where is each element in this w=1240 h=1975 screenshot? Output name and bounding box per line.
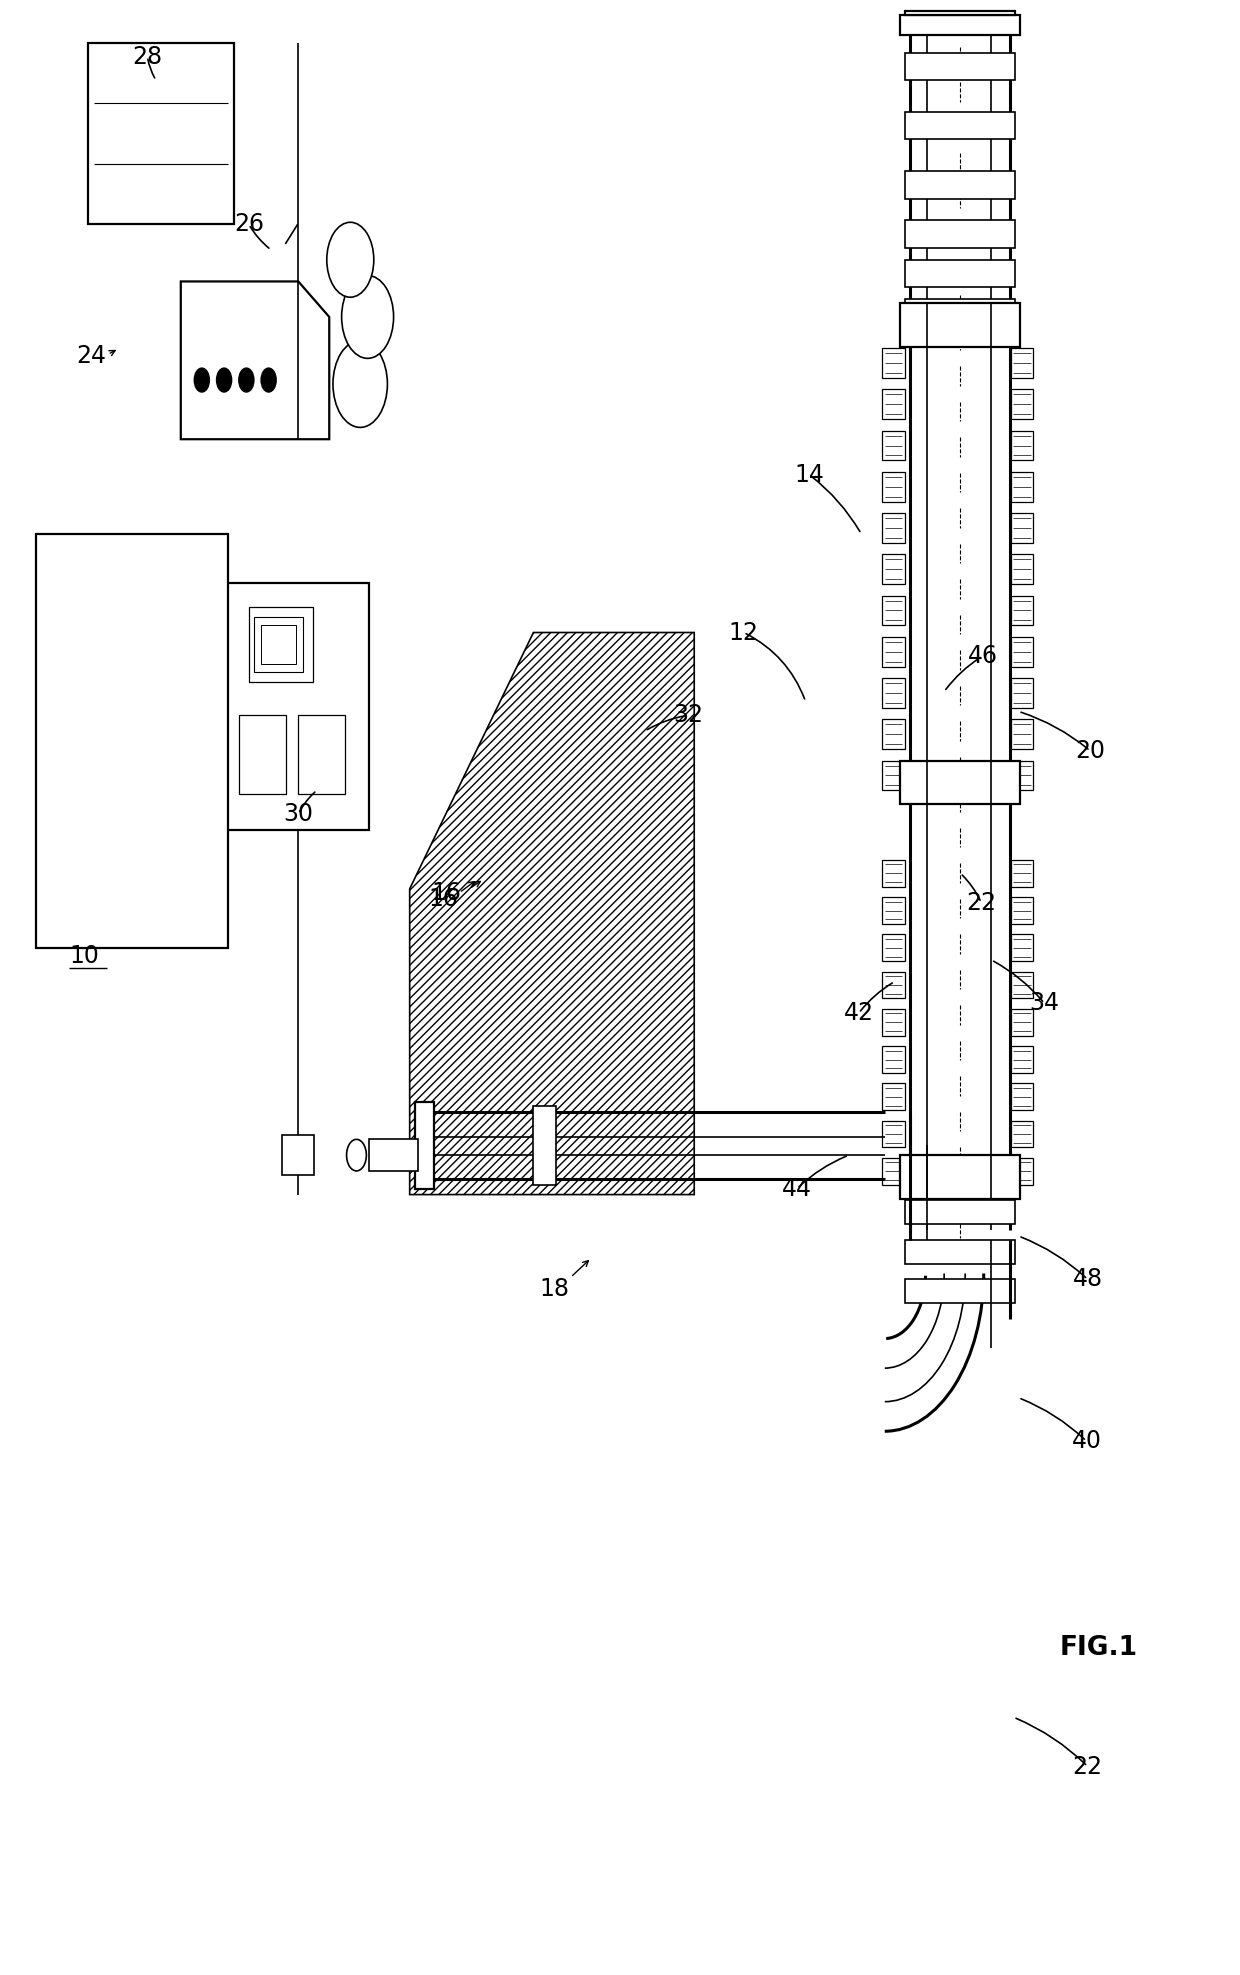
Circle shape — [195, 367, 210, 391]
Bar — [1011, 1084, 1033, 1110]
Circle shape — [334, 340, 387, 427]
Text: 42: 42 — [843, 1001, 874, 1025]
Bar — [904, 53, 1014, 81]
Bar — [1011, 859, 1033, 887]
Bar — [904, 1240, 1014, 1264]
Bar — [1011, 1009, 1033, 1035]
Circle shape — [239, 367, 254, 391]
Bar — [368, 1140, 418, 1171]
Bar — [904, 1280, 1014, 1304]
Text: 46: 46 — [967, 644, 997, 668]
Text: 24: 24 — [77, 344, 107, 369]
Bar — [883, 1157, 904, 1185]
Text: 18: 18 — [539, 1278, 569, 1302]
Bar — [899, 16, 1019, 36]
Bar — [899, 760, 1019, 804]
Bar — [239, 715, 286, 794]
Bar — [254, 616, 304, 672]
Bar — [904, 298, 1014, 326]
Bar — [1011, 636, 1033, 668]
Bar — [904, 12, 1014, 16]
Text: 16: 16 — [428, 887, 458, 910]
Bar — [1011, 389, 1033, 419]
Circle shape — [346, 1140, 366, 1171]
Bar — [883, 972, 904, 999]
Bar — [899, 1155, 1019, 1199]
Bar — [883, 636, 904, 668]
Bar — [88, 43, 234, 225]
Bar — [262, 624, 296, 664]
Bar — [1011, 348, 1033, 377]
Bar — [227, 583, 368, 830]
Text: 22: 22 — [966, 891, 996, 914]
Bar — [883, 472, 904, 502]
Bar — [299, 715, 345, 794]
Bar — [1011, 514, 1033, 543]
Text: 12: 12 — [729, 620, 759, 644]
Bar — [883, 555, 904, 585]
Bar — [883, 897, 904, 924]
Bar — [883, 859, 904, 887]
Bar — [1011, 472, 1033, 502]
Bar — [1011, 596, 1033, 626]
Bar — [36, 533, 228, 948]
Text: 48: 48 — [1073, 1268, 1102, 1292]
Circle shape — [342, 276, 393, 357]
Text: 30: 30 — [283, 802, 314, 826]
Bar — [883, 596, 904, 626]
Bar — [883, 514, 904, 543]
Bar — [883, 431, 904, 460]
Text: 14: 14 — [795, 462, 825, 486]
Text: 20: 20 — [1075, 739, 1105, 762]
Bar — [1011, 719, 1033, 749]
Bar — [904, 113, 1014, 140]
Bar — [1011, 677, 1033, 707]
Bar — [1011, 1157, 1033, 1185]
Bar — [1011, 431, 1033, 460]
Bar — [883, 934, 904, 962]
Bar — [1011, 897, 1033, 924]
Text: 28: 28 — [133, 45, 162, 69]
Text: 22: 22 — [1073, 1754, 1102, 1779]
Bar — [883, 1084, 904, 1110]
Bar — [1011, 1120, 1033, 1147]
Text: 40: 40 — [1071, 1430, 1101, 1454]
Bar — [883, 389, 904, 419]
Bar — [1011, 555, 1033, 585]
Bar — [904, 261, 1014, 286]
Bar — [904, 172, 1014, 199]
Bar — [249, 606, 314, 681]
Bar — [883, 719, 904, 749]
Bar — [1011, 972, 1033, 999]
Bar — [1011, 1047, 1033, 1072]
Text: 32: 32 — [673, 703, 703, 727]
Text: 34: 34 — [1029, 991, 1059, 1015]
Polygon shape — [181, 282, 330, 438]
Bar — [883, 1120, 904, 1147]
Bar — [883, 1009, 904, 1035]
Text: FIG.1: FIG.1 — [1059, 1635, 1137, 1661]
Bar — [883, 1047, 904, 1072]
Bar — [904, 221, 1014, 249]
Bar — [904, 1201, 1014, 1224]
Bar — [414, 1102, 434, 1189]
Bar — [883, 348, 904, 377]
Bar — [883, 760, 904, 790]
Bar — [899, 302, 1019, 346]
Bar — [1011, 760, 1033, 790]
Text: 16: 16 — [432, 881, 461, 905]
Text: 44: 44 — [782, 1177, 812, 1201]
Circle shape — [217, 367, 232, 391]
Circle shape — [327, 223, 373, 296]
Text: 26: 26 — [234, 211, 264, 237]
Bar — [883, 677, 904, 707]
Bar — [1011, 934, 1033, 962]
Bar — [281, 1136, 314, 1175]
Circle shape — [262, 367, 277, 391]
Bar — [533, 1106, 556, 1185]
Text: 10: 10 — [69, 944, 99, 968]
